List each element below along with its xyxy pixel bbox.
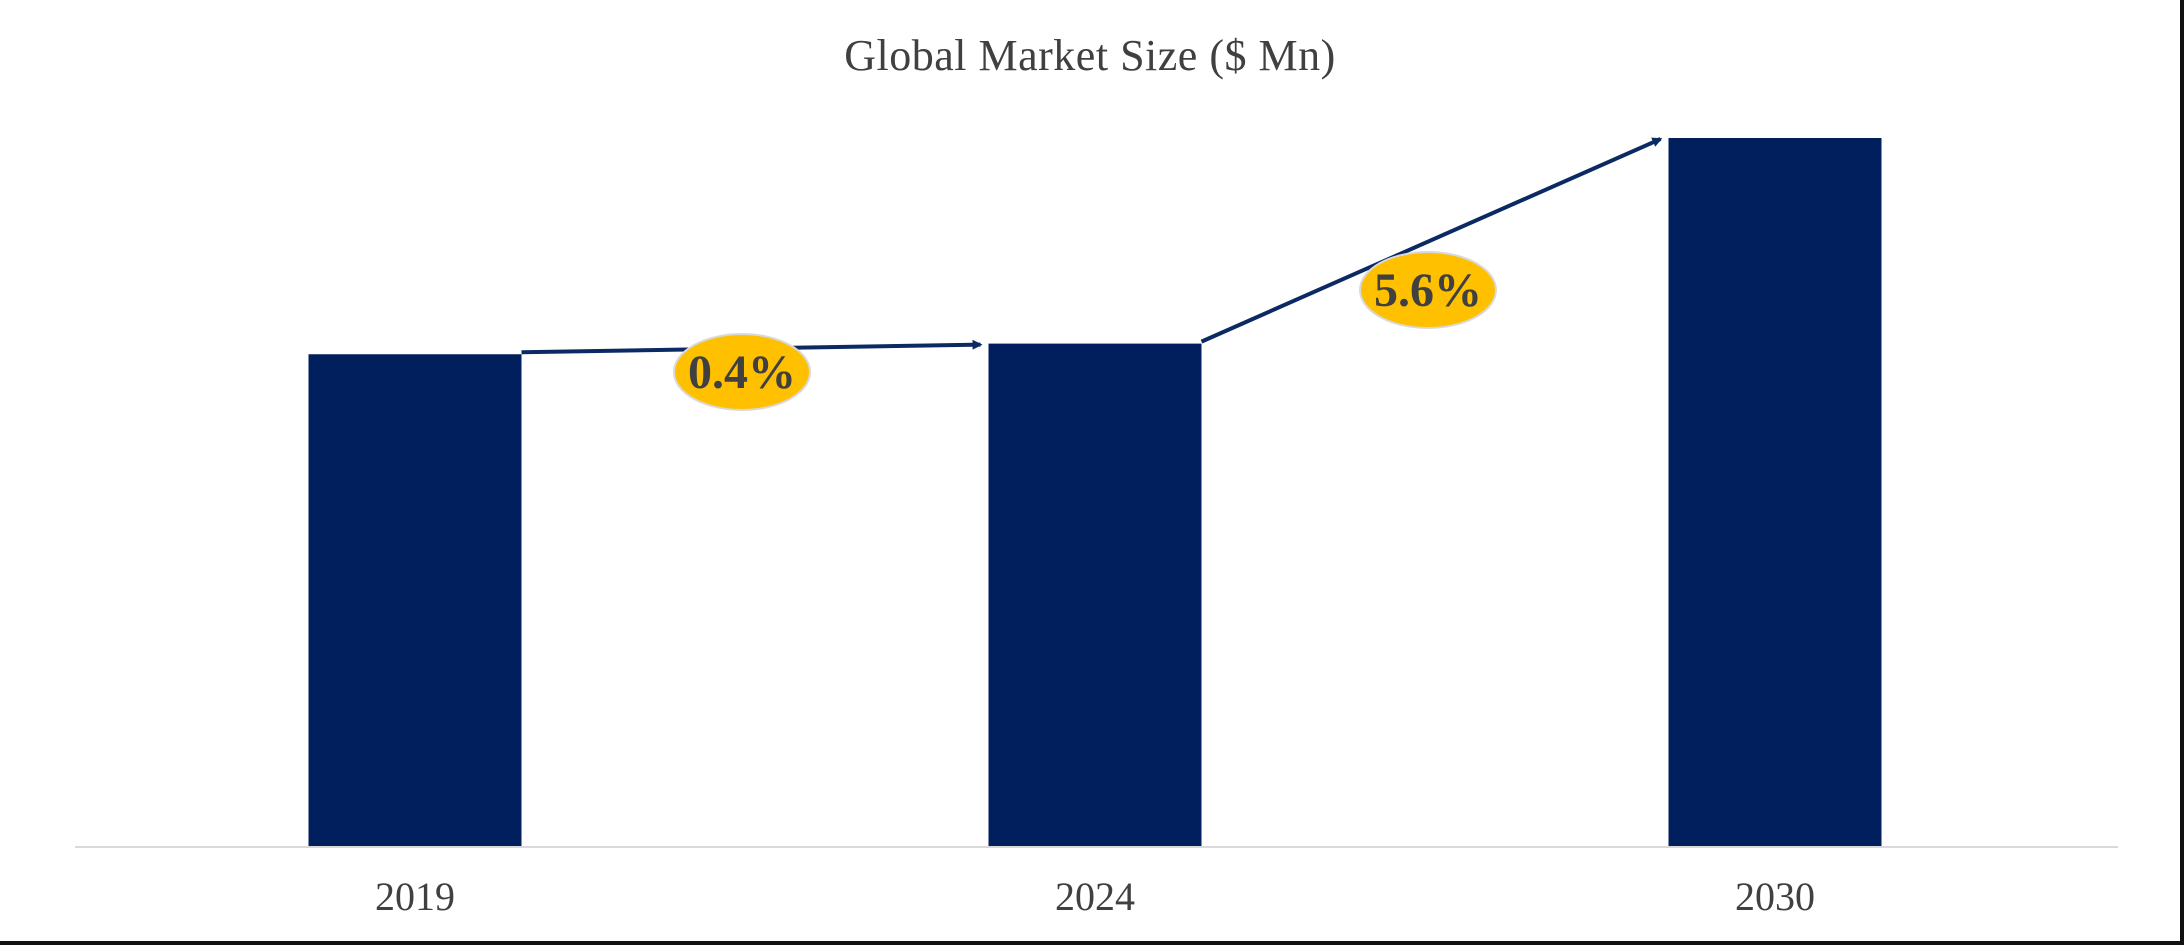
- cagr-label: 5.6%: [1374, 264, 1482, 317]
- cagr-badge-2024-2030: 5.6%: [1359, 251, 1497, 329]
- x-tick-labels: 2019 2024 2030: [375, 874, 1815, 919]
- x-tick-label-2019: 2019: [375, 874, 455, 919]
- x-tick-label-2024: 2024: [1055, 874, 1135, 919]
- x-tick-label-2030: 2030: [1735, 874, 1815, 919]
- cagr-arrow-2024-2030: [1200, 137, 1663, 344]
- bar-2024: [988, 343, 1202, 847]
- cagr-badge-2019-2024: 0.4%: [673, 333, 811, 411]
- bar-2019: [308, 354, 522, 847]
- cagr-badges: 0.4% 5.6%: [673, 251, 1497, 411]
- bars-layer: [308, 138, 1882, 847]
- cagr-badge-shape: [673, 333, 811, 411]
- chart-title: Global Market Size ($ Mn): [844, 31, 1336, 80]
- bar-2030: [1668, 138, 1882, 847]
- cagr-badge-shape: [1359, 251, 1497, 329]
- cagr-arrows: [521, 137, 1663, 355]
- cagr-label: 0.4%: [688, 346, 796, 399]
